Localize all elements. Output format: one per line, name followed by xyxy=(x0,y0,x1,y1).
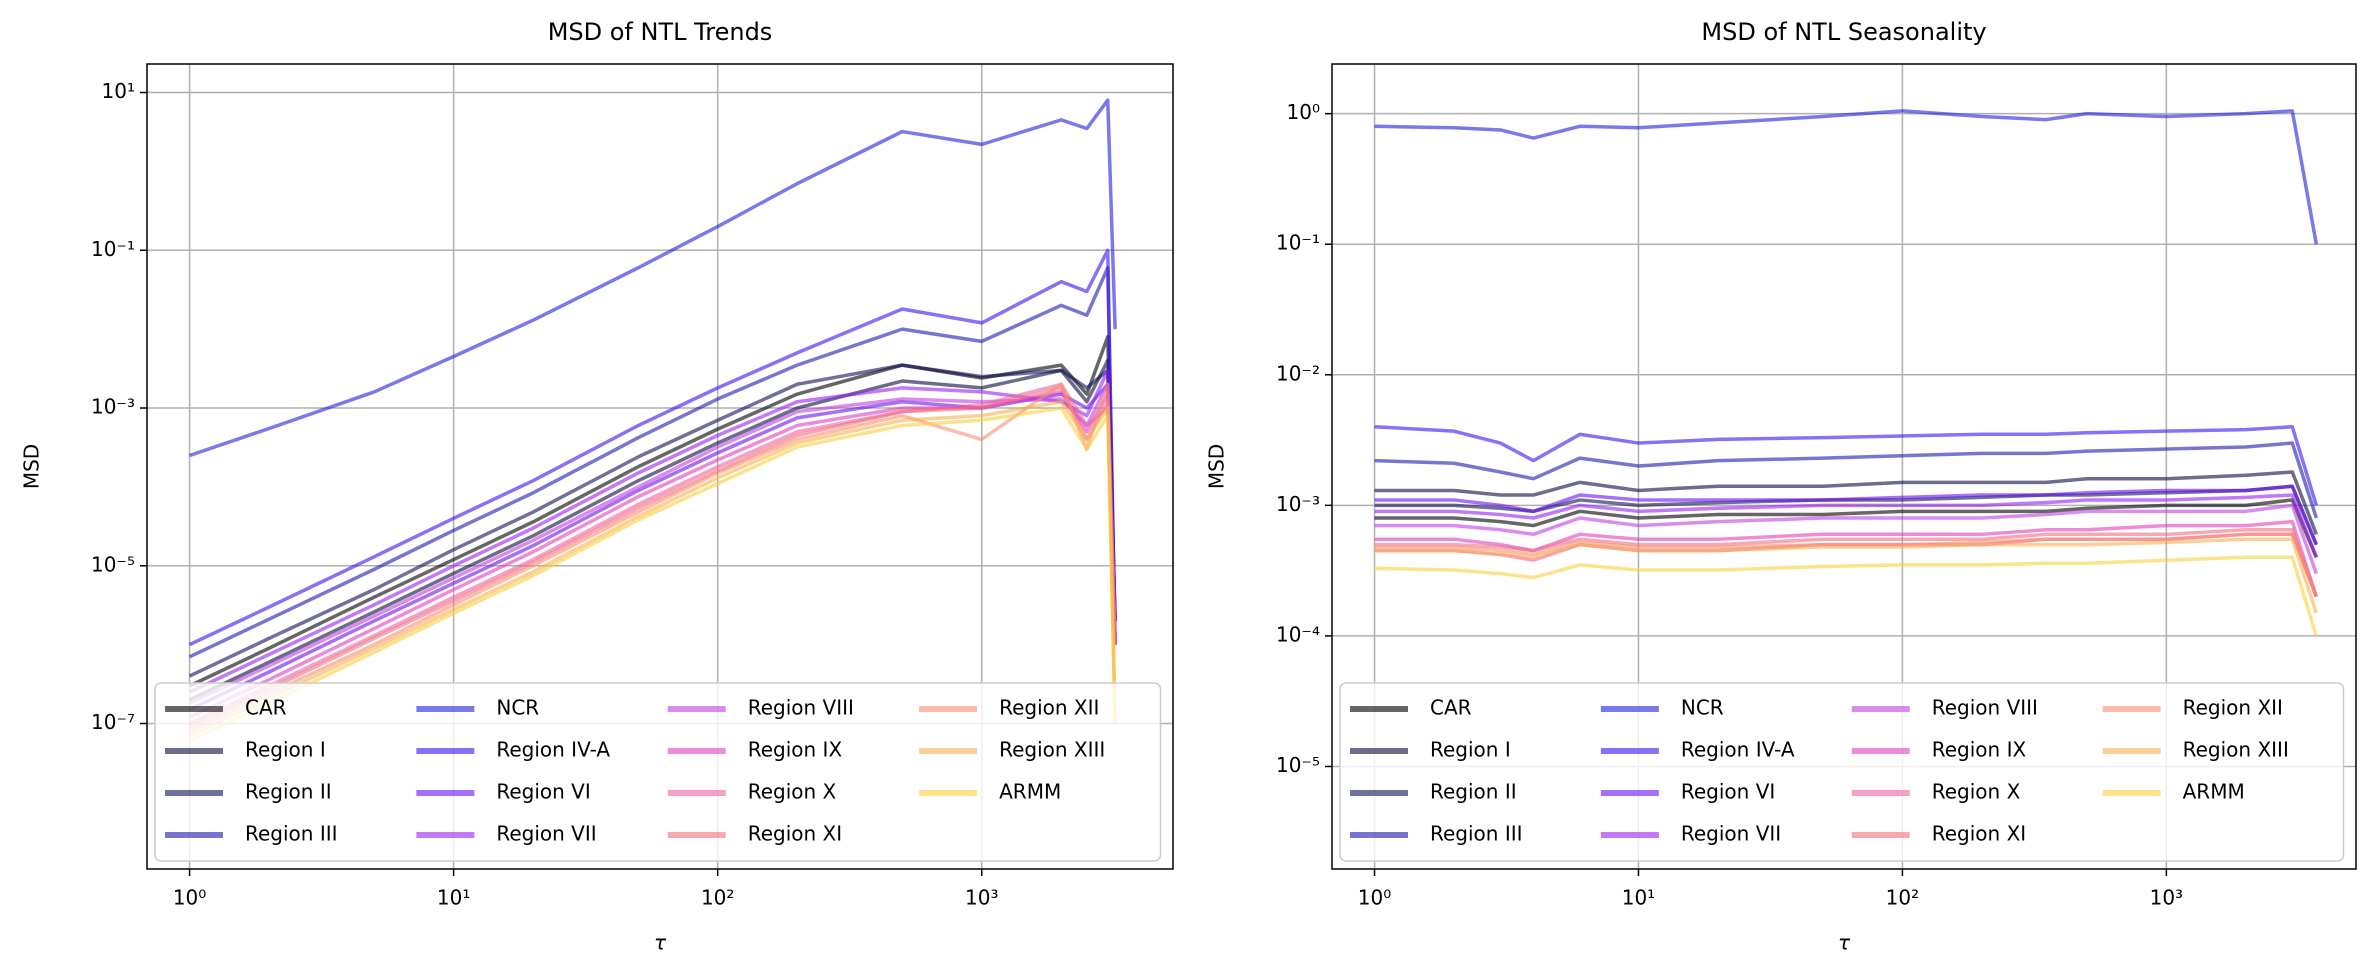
legend-label: Region IV-A xyxy=(496,738,610,762)
legend-label: Region IX xyxy=(1932,738,2027,762)
series-line xyxy=(188,390,1117,719)
legend-label: Region XIII xyxy=(999,738,1105,762)
legend-label: ARMM xyxy=(2183,780,2245,804)
series-line xyxy=(188,406,1117,743)
legend-label: Region XI xyxy=(1932,822,2026,846)
x-tick-label: 10⁰ xyxy=(173,886,206,910)
legend-box xyxy=(154,682,1162,862)
series-line xyxy=(188,368,1117,694)
series-line xyxy=(188,382,1117,726)
series-line xyxy=(1374,528,2318,598)
series-line xyxy=(1374,441,2318,519)
y-axis-label: MSD xyxy=(1205,444,1229,489)
x-tick-label: 10² xyxy=(701,886,734,910)
legend-label: NCR xyxy=(1681,696,1724,720)
x-tick-label: 10² xyxy=(1886,886,1919,910)
x-axis-label: τ xyxy=(654,931,667,955)
legend-label: Region IX xyxy=(748,738,843,762)
y-tick-label: 10⁻³ xyxy=(91,395,135,419)
y-tick-label: 10⁻⁷ xyxy=(91,710,135,734)
series-line xyxy=(188,266,1117,659)
y-axis-label: MSD xyxy=(20,444,44,489)
legend-label: Region VII xyxy=(496,822,596,846)
series-line xyxy=(1374,109,2319,245)
y-tick-label: 10⁻¹ xyxy=(91,237,135,261)
legend-label: Region I xyxy=(1430,738,1511,762)
series-line xyxy=(1374,498,2318,558)
plot-frame xyxy=(146,63,1174,870)
y-tick-label: 10⁻⁵ xyxy=(1276,753,1320,777)
legend-label: Region II xyxy=(245,780,332,804)
legend-label: NCR xyxy=(496,696,539,720)
subplot: MSD of NTL Trends τ MSD 10⁰ 10¹ 10² 10³ 10¹ 10⁻¹… xyxy=(20,18,1174,955)
y-tick-label: 10⁰ xyxy=(1287,100,1320,124)
x-tick-label: 10¹ xyxy=(437,886,470,910)
legend-label: Region XII xyxy=(999,696,1099,720)
series-line xyxy=(1374,555,2319,637)
legend-label: Region XI xyxy=(748,822,842,846)
legend: CAR Region I Region II Region III NCR Region … xyxy=(1339,682,2345,862)
legend-label: Region IV-A xyxy=(1681,738,1795,762)
x-axis-label: τ xyxy=(1838,931,1851,955)
legend-label: Region XII xyxy=(2183,696,2283,720)
series-line xyxy=(188,382,1117,712)
legend-box xyxy=(1339,682,2345,862)
series-line xyxy=(188,335,1117,688)
legend-label: Region VI xyxy=(496,780,590,804)
series-line xyxy=(1374,532,2318,598)
legend-label: Region VII xyxy=(1681,822,1781,846)
legend-label: Region VIII xyxy=(1932,696,2038,720)
y-tick-label: 10¹ xyxy=(102,79,135,103)
legend-label: Region III xyxy=(1430,822,1523,846)
legend-label: Region II xyxy=(1430,780,1517,804)
series-line xyxy=(188,98,1117,458)
chart-title: MSD of NTL Seasonality xyxy=(1701,18,1986,46)
series-line xyxy=(188,248,1117,647)
series-line xyxy=(1374,470,2318,535)
series-line xyxy=(1374,503,2318,575)
y-tick-label: 10⁻¹ xyxy=(1276,231,1320,255)
x-tick-label: 10⁰ xyxy=(1358,886,1391,910)
legend-label: Region I xyxy=(245,738,326,762)
legend-label: ARMM xyxy=(999,780,1061,804)
legend-label: Region VI xyxy=(1681,780,1775,804)
x-tick-label: 10³ xyxy=(965,886,998,910)
chart-title: MSD of NTL Trends xyxy=(548,18,773,46)
legend-label: CAR xyxy=(245,696,287,720)
series-line xyxy=(1374,424,2319,506)
series-group xyxy=(1374,109,2319,637)
y-tick-label: 10⁻³ xyxy=(1276,492,1320,516)
series-line xyxy=(1374,537,2318,614)
subplot: MSD of NTL Seasonality τ MSD 10⁰ 10¹ 10² 10³ 10… xyxy=(1205,18,2357,955)
series-line xyxy=(1374,493,2318,558)
legend-label: Region XIII xyxy=(2183,738,2289,762)
legend-label: Region III xyxy=(245,822,338,846)
series-line xyxy=(188,358,1117,702)
plot-frame xyxy=(1331,63,2357,870)
x-tick-label: 10¹ xyxy=(1622,886,1655,910)
legend-label: Region X xyxy=(1932,780,2021,804)
legend-label: Region VIII xyxy=(748,696,854,720)
x-tick-label: 10³ xyxy=(2150,886,2183,910)
legend-label: CAR xyxy=(1430,696,1472,720)
series-line xyxy=(188,382,1117,733)
series-line xyxy=(188,363,1117,678)
y-tick-label: 10⁻⁴ xyxy=(1276,622,1320,646)
y-tick-label: 10⁻⁵ xyxy=(91,552,135,576)
y-tick-label: 10⁻² xyxy=(1276,361,1320,385)
legend: CAR Region I Region II Region III NCR Region … xyxy=(154,682,1162,862)
series-group xyxy=(188,98,1117,743)
series-line xyxy=(1374,484,2318,546)
series-line xyxy=(188,400,1117,738)
legend-label: Region X xyxy=(748,780,837,804)
